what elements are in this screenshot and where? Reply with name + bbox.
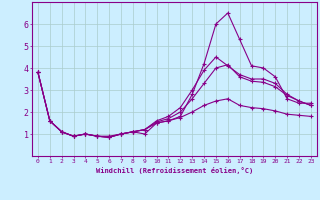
X-axis label: Windchill (Refroidissement éolien,°C): Windchill (Refroidissement éolien,°C) <box>96 167 253 174</box>
